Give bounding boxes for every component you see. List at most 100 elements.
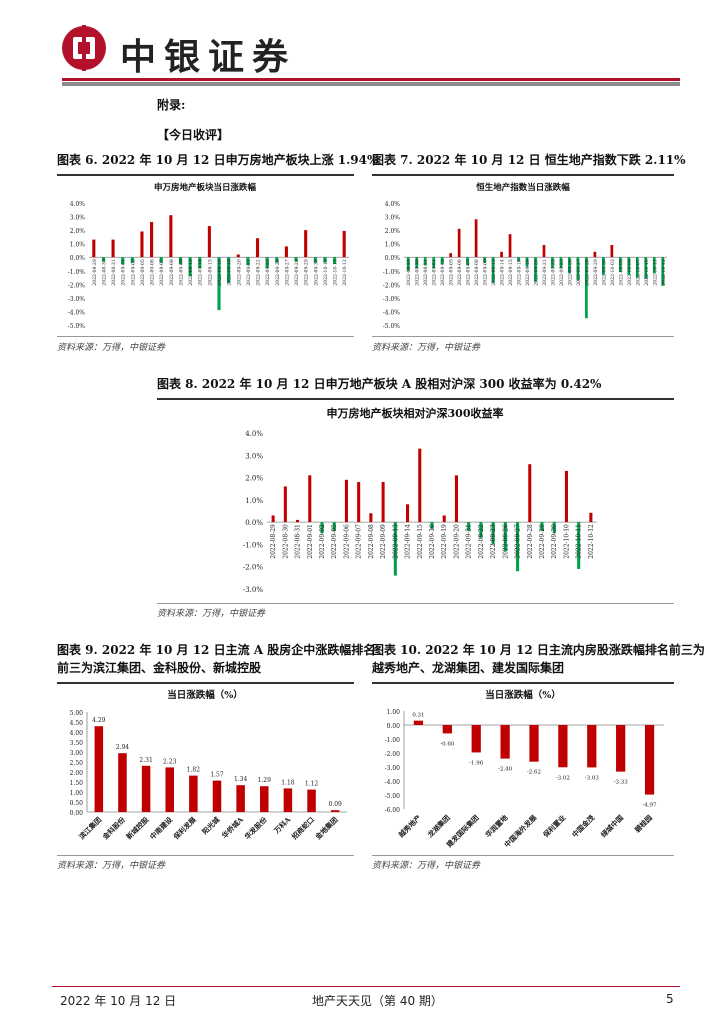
fig7-bar bbox=[534, 257, 537, 282]
fig10-bar bbox=[442, 725, 452, 734]
fig7-bar bbox=[576, 257, 580, 281]
fig7-category-label: 2022-08-29 bbox=[406, 259, 412, 286]
fig8-bar bbox=[540, 522, 544, 532]
fig6-bar bbox=[140, 231, 144, 258]
fig6-bar bbox=[178, 257, 183, 264]
fig10-ytick: -5.00 bbox=[385, 793, 401, 800]
fig9-title-line1: 图表 9. 2022 年 10 月 12 日主流 A 股房企中涨跌幅排名 bbox=[57, 643, 376, 657]
fig8-bar bbox=[393, 522, 397, 576]
fig9-data-label: 1.12 bbox=[305, 781, 319, 788]
fig9-data-label: 2.31 bbox=[139, 757, 152, 764]
fig9-bar bbox=[212, 780, 222, 812]
fig8-source: 资料来源：万得，中银证券 bbox=[157, 609, 266, 619]
fig7-category-label: 2022-10-06 bbox=[627, 259, 633, 286]
fig6-bar bbox=[342, 230, 346, 258]
fig7-category-label: 2022-09-08 bbox=[474, 259, 480, 286]
fig8-category-label: 2022-09-01 bbox=[307, 524, 314, 559]
fig6-bar bbox=[236, 254, 240, 258]
fig7-bar bbox=[644, 257, 648, 279]
fig6-bar bbox=[313, 257, 317, 263]
fig7-bar bbox=[466, 257, 469, 266]
section-label: 【今日收评】 bbox=[157, 128, 230, 142]
fig8-bar bbox=[369, 513, 373, 523]
fig9-data-label: 1.82 bbox=[187, 767, 201, 774]
fig9-category-label: 万科A bbox=[272, 815, 293, 836]
fig9-bar bbox=[118, 753, 127, 812]
fig8-bar bbox=[357, 482, 361, 523]
fig9-bar bbox=[283, 788, 293, 812]
fig8-category-label: 2022-09-05 bbox=[331, 524, 338, 559]
fig8-rule bbox=[157, 398, 674, 400]
fig9-bar bbox=[165, 767, 174, 812]
company-logo bbox=[62, 25, 106, 71]
fig7-source: 资料来源：万得，中银证券 bbox=[372, 343, 481, 353]
fig6-ytick: 2.0% bbox=[70, 228, 86, 235]
fig6-bar bbox=[265, 257, 269, 269]
fig6-bar bbox=[92, 239, 96, 258]
fig6-ytick: 4.0% bbox=[70, 201, 86, 208]
fig8-ytick: -1.0% bbox=[243, 541, 263, 549]
fig10-ytick: 1.00 bbox=[387, 709, 401, 716]
fig7-bar bbox=[618, 257, 622, 273]
fig9-data-label: 1.29 bbox=[258, 777, 272, 784]
fig9-data-label: 0.09 bbox=[329, 801, 343, 808]
fig7-bar bbox=[635, 257, 639, 278]
fig8-category-label: 2022-10-11 bbox=[576, 524, 583, 559]
fig9-bar bbox=[94, 726, 104, 812]
fig6-bar bbox=[333, 257, 337, 264]
fig7-bar bbox=[610, 245, 614, 258]
fig6-bar bbox=[294, 257, 298, 262]
fig7-category-label: 2022-08-31 bbox=[423, 259, 429, 286]
fig7-ytick: -4.0% bbox=[383, 309, 401, 316]
fig8-bar bbox=[418, 448, 422, 523]
fig8-title: 图表 8. 2022 年 10 月 12 日申万地产板块 A 股相对沪深 300… bbox=[157, 377, 602, 391]
fig9-data-label: 2.94 bbox=[116, 744, 130, 751]
fig9-category-label: 新城控股 bbox=[124, 814, 151, 841]
fig6-category-label: 2022-09-27 bbox=[284, 259, 290, 286]
fig8-category-label: 2022-10-10 bbox=[563, 524, 570, 559]
fig9-category-label: 金地集团 bbox=[313, 815, 340, 842]
fig6-bar bbox=[169, 215, 173, 258]
fig7-category-label: 2022-09-19 bbox=[525, 259, 531, 286]
fig6-category-label: 2022-08-29 bbox=[92, 259, 98, 286]
fig6-chart: 申万房地产板块当日涨跌幅 4.0% 3.0% 2.0% 1.0% 0.0% -1.0% -2.… bbox=[68, 182, 349, 330]
fig8-category-label: 2022-08-31 bbox=[295, 524, 302, 559]
fig10-category-label: 绿城中国 bbox=[599, 813, 625, 839]
fig9-ytick: 4.00 bbox=[70, 730, 84, 737]
fig6-bar bbox=[227, 257, 231, 283]
fig6-category-label: 2022-09-13 bbox=[188, 259, 194, 286]
fig9-bar bbox=[189, 775, 198, 812]
fig9-bar bbox=[307, 789, 316, 812]
fig8-bar bbox=[503, 522, 507, 552]
fig8-bar bbox=[577, 522, 581, 569]
fig10-ytick: -3.00 bbox=[385, 765, 401, 772]
fig9-ytick: 5.00 bbox=[70, 710, 84, 717]
fig6-chart-title: 申万房地产板块当日涨跌幅 bbox=[154, 182, 257, 193]
fig7-bar bbox=[432, 257, 436, 269]
fig9-chart: 当日涨跌幅（%） 5.00 4.50 4.00 3.50 3.00 2.50 2.00 1.50… bbox=[70, 689, 347, 842]
fig6-category-label: 2022-10-11 bbox=[333, 259, 339, 286]
fig6-bar bbox=[255, 238, 260, 258]
fig8-bar bbox=[381, 482, 385, 523]
header-rule-red bbox=[62, 78, 680, 81]
fig7-chart-title: 恒生地产指数当日涨跌幅 bbox=[476, 182, 570, 193]
fig8-category-label: 2022-09-26 bbox=[502, 524, 509, 559]
fig6-bar bbox=[101, 257, 105, 262]
fig9-category-label: 华发股份 bbox=[243, 814, 270, 841]
fig7-chart: 恒生地产指数当日涨跌幅 4.0% 3.0% 2.0% 1.0% 0.0% -1.0% -2.0… bbox=[383, 182, 667, 330]
fig7-category-label: 2022-08-30 bbox=[415, 259, 421, 286]
fig9-bar bbox=[330, 810, 340, 812]
fig7-category-label: 2022-10-07 bbox=[635, 259, 641, 286]
fig10-source: 资料来源：万得，中银证券 bbox=[372, 861, 481, 871]
fig7-category-label: 2022-09-29 bbox=[593, 259, 599, 286]
fig10-chart: 当日涨跌幅（%） 1.00 0.00 -1.00 -2.00 -3.00 -4.00 -5.0… bbox=[385, 689, 664, 849]
fig7-bar bbox=[661, 257, 665, 286]
fig6-rule bbox=[57, 174, 354, 176]
fig7-bar bbox=[525, 257, 529, 267]
fig9-bar bbox=[141, 765, 151, 812]
fig6-category-label: 2022-09-20 bbox=[236, 259, 242, 286]
fig7-category-label: 2022-09-27 bbox=[576, 259, 582, 286]
fig10-data-label: 0.31 bbox=[412, 713, 424, 719]
fig10-ytick: -4.00 bbox=[385, 779, 401, 786]
fig8-category-label: 2022-09-28 bbox=[527, 524, 534, 559]
